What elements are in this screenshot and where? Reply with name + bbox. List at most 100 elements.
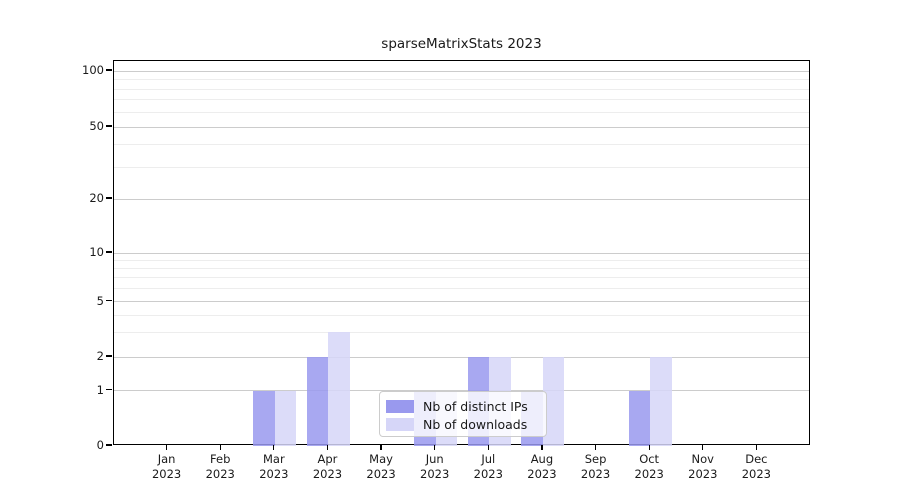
bar-downloads-oct <box>650 357 672 446</box>
bar-ips-apr <box>306 357 329 446</box>
y-tick-label-5: 5 <box>96 293 104 308</box>
y-tick-label-100: 100 <box>82 63 104 77</box>
x-tick-label-nov: Nov 2023 <box>671 452 735 482</box>
y-tick-label-20: 20 <box>89 191 104 205</box>
x-tick-year: 2023 <box>473 467 503 481</box>
y-tick-mark-2 <box>106 355 112 357</box>
x-tick-label-apr: Apr 2023 <box>295 452 359 482</box>
x-tick-mark-feb <box>219 445 221 450</box>
gridline-major-10 <box>114 252 809 254</box>
gridline-minor-30 <box>114 166 809 168</box>
x-tick-year: 2023 <box>527 467 557 481</box>
x-tick-label-aug: Aug 2023 <box>510 452 574 482</box>
x-tick-month: Dec <box>745 452 768 466</box>
x-tick-label-feb: Feb 2023 <box>188 452 252 482</box>
x-tick-mark-jul <box>487 445 489 450</box>
x-tick-month: Oct <box>639 452 660 466</box>
gridline-major-50 <box>114 126 809 128</box>
bar-downloads-apr <box>328 332 350 446</box>
y-tick-label-0: 0 <box>96 438 104 452</box>
bar-downloads-aug <box>542 357 565 446</box>
bar-downloads-mar <box>274 390 297 446</box>
x-tick-year: 2023 <box>205 467 235 481</box>
gridline-minor-9 <box>114 259 809 261</box>
x-tick-month: Jan <box>157 452 176 466</box>
x-tick-label-jan: Jan 2023 <box>135 452 199 482</box>
x-tick-month: Sep <box>584 452 607 466</box>
x-tick-month: Nov <box>691 452 714 466</box>
x-tick-mark-jan <box>166 445 168 450</box>
x-tick-month: Mar <box>262 452 285 466</box>
y-tick-mark-0 <box>106 444 112 446</box>
gridline-minor-6 <box>114 288 809 290</box>
legend: Nb of distinct IPs Nb of downloads <box>379 391 547 437</box>
gridline-minor-80 <box>114 88 809 90</box>
x-tick-year: 2023 <box>420 467 450 481</box>
chart-title: sparseMatrixStats 2023 <box>381 36 542 52</box>
legend-label-downloads: Nb of downloads <box>423 416 528 432</box>
y-tick-label-1: 1 <box>96 382 104 397</box>
gridline-major-100 <box>114 70 809 72</box>
gridline-minor-70 <box>114 99 809 101</box>
legend-item-downloads: Nb of downloads <box>386 415 538 433</box>
gridline-major-2 <box>114 356 809 358</box>
x-tick-mark-nov <box>702 445 704 450</box>
legend-swatch-downloads <box>386 417 414 431</box>
x-tick-label-jun: Jun 2023 <box>403 452 467 482</box>
gridline-major-5 <box>114 301 809 302</box>
x-tick-year: 2023 <box>259 467 289 481</box>
gridline-major-20 <box>114 198 809 200</box>
bar-ips-oct <box>628 390 651 446</box>
bar-ips-mar <box>253 390 275 446</box>
plot-area <box>113 60 810 446</box>
gridline-minor-90 <box>114 79 809 80</box>
legend-label-distinct-ips: Nb of distinct IPs <box>423 398 528 414</box>
y-tick-mark-20 <box>106 197 112 199</box>
x-tick-mark-apr <box>326 445 329 450</box>
x-tick-mark-may <box>380 445 382 450</box>
x-tick-mark-aug <box>541 445 543 450</box>
x-tick-month: Feb <box>210 452 231 466</box>
gridline-minor-4 <box>114 314 809 316</box>
x-tick-mark-mar <box>273 445 275 450</box>
x-tick-year: 2023 <box>151 467 182 481</box>
x-tick-month: May <box>369 452 393 466</box>
gridline-major-1 <box>114 390 809 391</box>
gridline-minor-3 <box>114 331 809 333</box>
x-tick-label-jul: Jul 2023 <box>456 452 520 482</box>
x-tick-year: 2023 <box>741 467 772 481</box>
x-tick-month: Apr <box>317 452 338 466</box>
gridline-minor-7 <box>114 277 809 279</box>
y-tick-mark-100 <box>106 69 112 71</box>
y-tick-label-2: 2 <box>96 349 104 363</box>
x-tick-year: 2023 <box>366 467 396 481</box>
x-tick-month: Jun <box>425 452 444 466</box>
y-tick-label-10: 10 <box>89 245 104 259</box>
gridline-minor-60 <box>114 111 809 113</box>
x-tick-year: 2023 <box>312 467 343 481</box>
x-tick-mark-jun <box>434 445 436 450</box>
gridline-minor-40 <box>114 144 809 146</box>
y-tick-mark-10 <box>106 251 112 253</box>
legend-item-distinct-ips: Nb of distinct IPs <box>386 397 538 415</box>
x-tick-mark-dec <box>755 445 757 450</box>
gridline-minor-8 <box>114 268 809 270</box>
y-tick-label-50: 50 <box>89 119 104 133</box>
y-tick-mark-1 <box>106 388 112 391</box>
x-tick-label-oct: Oct 2023 <box>617 452 681 482</box>
y-tick-mark-50 <box>106 125 112 127</box>
legend-swatch-distinct-ips <box>386 399 414 413</box>
x-tick-year: 2023 <box>688 467 718 481</box>
y-tick-mark-5 <box>106 299 112 302</box>
x-tick-label-mar: Mar 2023 <box>242 452 306 482</box>
x-tick-year: 2023 <box>634 467 664 481</box>
x-tick-year: 2023 <box>580 467 611 481</box>
x-tick-mark-oct <box>648 445 650 450</box>
x-tick-label-may: May 2023 <box>349 452 413 482</box>
x-tick-label-sep: Sep 2023 <box>564 452 628 482</box>
x-tick-mark-sep <box>594 445 597 450</box>
x-tick-month: Aug <box>530 452 554 466</box>
x-tick-month: Jul <box>481 452 496 466</box>
x-tick-label-dec: Dec 2023 <box>724 452 788 482</box>
